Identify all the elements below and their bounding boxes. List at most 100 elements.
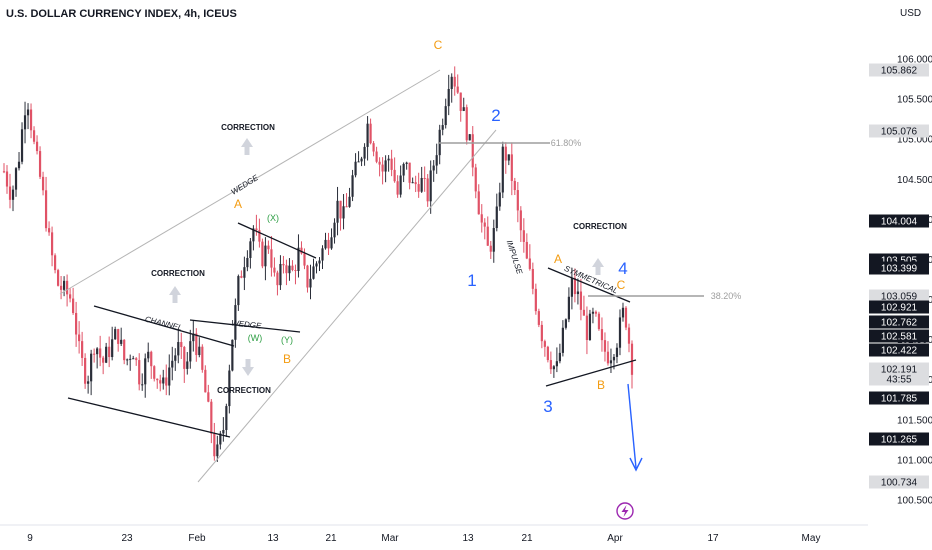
candle-body — [441, 125, 444, 130]
svg-text:43:55: 43:55 — [886, 375, 911, 386]
candle-body — [579, 291, 583, 310]
candle-body — [186, 361, 189, 369]
candle-body — [462, 107, 465, 111]
svg-text:105.862: 105.862 — [881, 66, 918, 77]
candle-body — [564, 319, 567, 328]
candle-body — [120, 339, 123, 344]
candle-body — [264, 245, 267, 267]
candle-body — [567, 296, 570, 320]
wave-label: C — [617, 278, 626, 292]
price-tag: 100.734 — [869, 475, 929, 489]
candle-body — [273, 267, 276, 273]
wave-label: (X) — [267, 213, 279, 223]
triangle-lower-line[interactable] — [545, 359, 637, 387]
small-wedge-upper-line[interactable] — [189, 319, 301, 333]
wave-label: (W) — [248, 333, 263, 343]
candle-body — [435, 155, 438, 166]
candle-body — [342, 206, 345, 219]
candle-body — [558, 352, 561, 362]
candle-body — [201, 346, 204, 370]
candle-body — [41, 176, 45, 191]
candle-body — [117, 329, 120, 344]
x-tick-label: 21 — [521, 533, 533, 544]
x-tick-label: 17 — [707, 533, 719, 544]
wave-label: 1 — [467, 271, 476, 290]
candle-body — [5, 171, 9, 187]
candle-body — [231, 339, 234, 371]
x-tick-label: 21 — [325, 533, 337, 544]
wave-label: B — [597, 378, 605, 392]
candle-body — [390, 158, 393, 170]
price-tag: 102.191 — [869, 362, 929, 376]
currency-label: USD — [900, 8, 921, 19]
candle-body — [219, 433, 222, 445]
candle-body — [336, 200, 339, 223]
candle-body — [207, 392, 210, 402]
svg-text:102.581: 102.581 — [881, 332, 918, 343]
wedge-lower-line[interactable] — [197, 129, 497, 483]
candle-body — [492, 228, 495, 252]
candle-body — [105, 346, 108, 363]
pattern-label: WEDGE — [231, 318, 263, 330]
candle-body — [573, 277, 577, 295]
candle-body — [96, 348, 99, 355]
candle-body — [522, 230, 525, 242]
candle-body — [318, 260, 321, 264]
channel-lower-line[interactable] — [67, 397, 231, 438]
candle-body — [297, 247, 300, 271]
candle-body — [312, 266, 315, 279]
candle-body — [38, 151, 42, 177]
candle-body — [351, 175, 354, 197]
correction-arrow-icon — [592, 258, 604, 275]
candle-body — [180, 342, 183, 348]
candle-body — [525, 241, 528, 259]
candle-body — [375, 151, 378, 162]
candle-body — [17, 161, 21, 169]
channel-upper-line[interactable] — [93, 305, 235, 347]
candle-body — [156, 378, 159, 381]
candle-body — [414, 182, 417, 185]
drawings-group — [59, 69, 704, 483]
svg-text:104.004: 104.004 — [881, 217, 918, 228]
candle-body — [480, 214, 483, 223]
candle-body — [561, 327, 564, 353]
candle-body — [177, 342, 180, 356]
candle-body — [258, 230, 261, 242]
candle-body — [276, 272, 279, 286]
price-tag: 102.422 — [869, 343, 929, 357]
candle-body — [114, 329, 117, 340]
candle-body — [582, 309, 586, 316]
wedge-upper-line[interactable] — [59, 69, 441, 295]
candle-body — [90, 353, 93, 382]
candle-body — [456, 86, 459, 93]
wave-label: 2 — [491, 106, 500, 125]
wave-label: A — [554, 252, 562, 266]
candle-body — [543, 341, 546, 347]
candle-body — [549, 360, 552, 370]
candle-body — [606, 351, 610, 364]
candle-body — [603, 340, 607, 352]
svg-text:101.785: 101.785 — [881, 394, 918, 405]
candle-body — [420, 177, 423, 192]
y-tick-label: 101.000 — [897, 455, 932, 466]
candle-body — [56, 270, 60, 286]
candle-body — [78, 334, 81, 342]
candle-body — [132, 358, 135, 360]
price-tag: 102.581 — [869, 329, 929, 343]
candle-body — [282, 263, 285, 266]
svg-text:102.422: 102.422 — [881, 346, 918, 357]
svg-text:102.921: 102.921 — [881, 303, 918, 314]
lightning-bolt-icon[interactable] — [616, 502, 634, 520]
candle-body — [102, 357, 105, 363]
candle-body — [345, 206, 348, 208]
candles-group — [2, 66, 634, 462]
candle-body — [570, 277, 574, 297]
forecast-arrow-line[interactable] — [627, 383, 637, 469]
candle-body — [519, 210, 522, 231]
candle-body — [228, 370, 231, 407]
small-wedge-lower-line[interactable] — [237, 222, 317, 259]
candle-body — [171, 360, 174, 368]
candle-body — [498, 192, 501, 207]
